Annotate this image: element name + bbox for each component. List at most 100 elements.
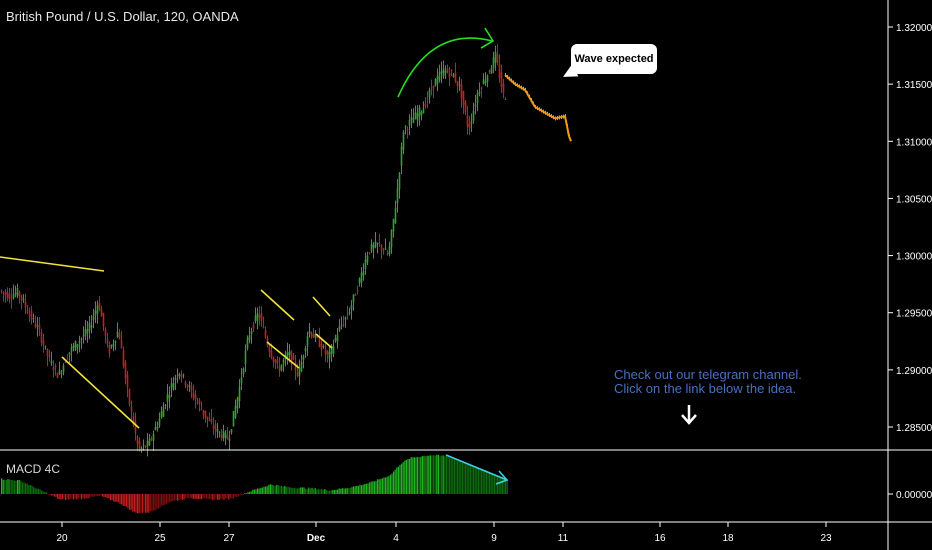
macd-bar bbox=[7, 479, 9, 494]
candle-body bbox=[378, 243, 381, 245]
candle-body bbox=[448, 72, 451, 78]
macd-bar bbox=[39, 489, 41, 494]
candle-body bbox=[22, 298, 25, 301]
macd-bar bbox=[66, 494, 68, 499]
candle-body bbox=[484, 80, 487, 84]
candle-body bbox=[280, 364, 283, 371]
macd-bar bbox=[300, 487, 302, 494]
macd-bar bbox=[226, 494, 228, 499]
macd-bar bbox=[245, 493, 247, 494]
macd-bar bbox=[31, 485, 33, 494]
macd-bar bbox=[130, 494, 132, 510]
macd-bar bbox=[173, 494, 175, 501]
candle-body bbox=[240, 377, 243, 384]
macd-bar bbox=[165, 494, 167, 505]
candle-body bbox=[270, 350, 273, 358]
candle-body bbox=[476, 93, 479, 103]
time-tick-label: 16 bbox=[654, 533, 666, 544]
candle-body bbox=[288, 351, 291, 356]
candle-body bbox=[488, 70, 491, 73]
macd-bar bbox=[95, 494, 97, 497]
macd-bar bbox=[186, 494, 188, 498]
candle-body bbox=[224, 432, 227, 438]
candle-body bbox=[204, 410, 207, 418]
candle-body bbox=[40, 332, 43, 343]
macd-bar bbox=[2, 479, 4, 494]
candle-body bbox=[400, 146, 403, 166]
candle-body bbox=[296, 372, 299, 376]
macd-bar bbox=[436, 454, 438, 494]
macd-bar bbox=[234, 494, 236, 497]
candle-body bbox=[390, 230, 393, 248]
candle-body bbox=[438, 72, 441, 80]
macd-bar bbox=[389, 474, 391, 494]
macd-bar bbox=[177, 494, 179, 501]
macd-bar bbox=[42, 491, 44, 494]
macd-bar bbox=[479, 469, 481, 494]
macd-bar bbox=[425, 456, 427, 494]
macd-bar bbox=[249, 491, 251, 494]
candle-body bbox=[386, 252, 389, 255]
macd-bar bbox=[338, 488, 340, 494]
candle-body bbox=[18, 292, 21, 296]
macd-bar bbox=[322, 489, 324, 494]
time-tick-label: 20 bbox=[56, 533, 68, 544]
price-axis[interactable]: 1.32000 1.31500 1.31000 1.30500 1.30000 1.295… bbox=[888, 23, 932, 434]
macd-bar bbox=[34, 488, 36, 494]
macd-bar bbox=[409, 458, 411, 494]
macd-bar bbox=[476, 467, 478, 494]
macd-bar bbox=[156, 494, 158, 510]
candle-body bbox=[394, 207, 397, 223]
macd-bar bbox=[92, 494, 94, 497]
candle-body bbox=[344, 317, 347, 320]
macd-bar bbox=[129, 494, 131, 510]
macd-bar bbox=[465, 464, 467, 494]
macd-bar bbox=[399, 464, 401, 494]
macd-bar bbox=[124, 494, 126, 506]
candle-body bbox=[128, 389, 131, 405]
down-arrow-icon bbox=[681, 405, 697, 425]
candle-body bbox=[146, 440, 149, 447]
macd-bar bbox=[445, 456, 447, 494]
candle-body bbox=[154, 427, 157, 431]
candle-body bbox=[190, 385, 193, 391]
macd-bar bbox=[492, 474, 494, 494]
macd-bar bbox=[1, 478, 3, 494]
macd-bar bbox=[274, 485, 276, 494]
macd-bar bbox=[273, 485, 275, 494]
price-tick-label: 1.28500 bbox=[896, 423, 932, 434]
curve-arrow bbox=[397, 37, 493, 98]
candle-body bbox=[388, 247, 391, 255]
time-axis[interactable]: 20 25 27 Dec 4 9 11 16 18 23 bbox=[56, 522, 832, 544]
candle-body bbox=[186, 385, 189, 387]
macd-bar bbox=[393, 471, 395, 494]
candle-body bbox=[94, 310, 97, 316]
candle-body bbox=[352, 294, 355, 303]
macd-bar bbox=[244, 493, 246, 494]
candle-body bbox=[38, 324, 41, 330]
time-tick-label: 4 bbox=[393, 533, 399, 544]
candle-body bbox=[46, 349, 49, 357]
candle-body bbox=[206, 416, 209, 420]
macd-bar bbox=[391, 473, 393, 494]
candle-body bbox=[326, 350, 329, 355]
price-tick-label: 1.30000 bbox=[896, 252, 932, 263]
telegram-note-line-2: Click on the link below the idea. bbox=[614, 381, 797, 396]
macd-bar bbox=[402, 462, 404, 494]
macd-bar bbox=[29, 485, 31, 494]
macd-bar bbox=[263, 486, 265, 494]
candle-body bbox=[396, 188, 399, 204]
macd-bar bbox=[489, 473, 491, 494]
candle-body bbox=[368, 252, 371, 254]
candle-body bbox=[106, 338, 109, 344]
candle-body bbox=[382, 249, 385, 252]
flag-2-upper-line bbox=[312, 296, 331, 317]
macd-bar bbox=[357, 485, 359, 494]
candle-body bbox=[242, 368, 245, 374]
macd-bar bbox=[285, 486, 287, 494]
candle-body bbox=[392, 218, 395, 232]
macd-bar bbox=[37, 488, 39, 494]
macd-bar bbox=[373, 481, 375, 494]
macd-bar bbox=[73, 494, 75, 500]
